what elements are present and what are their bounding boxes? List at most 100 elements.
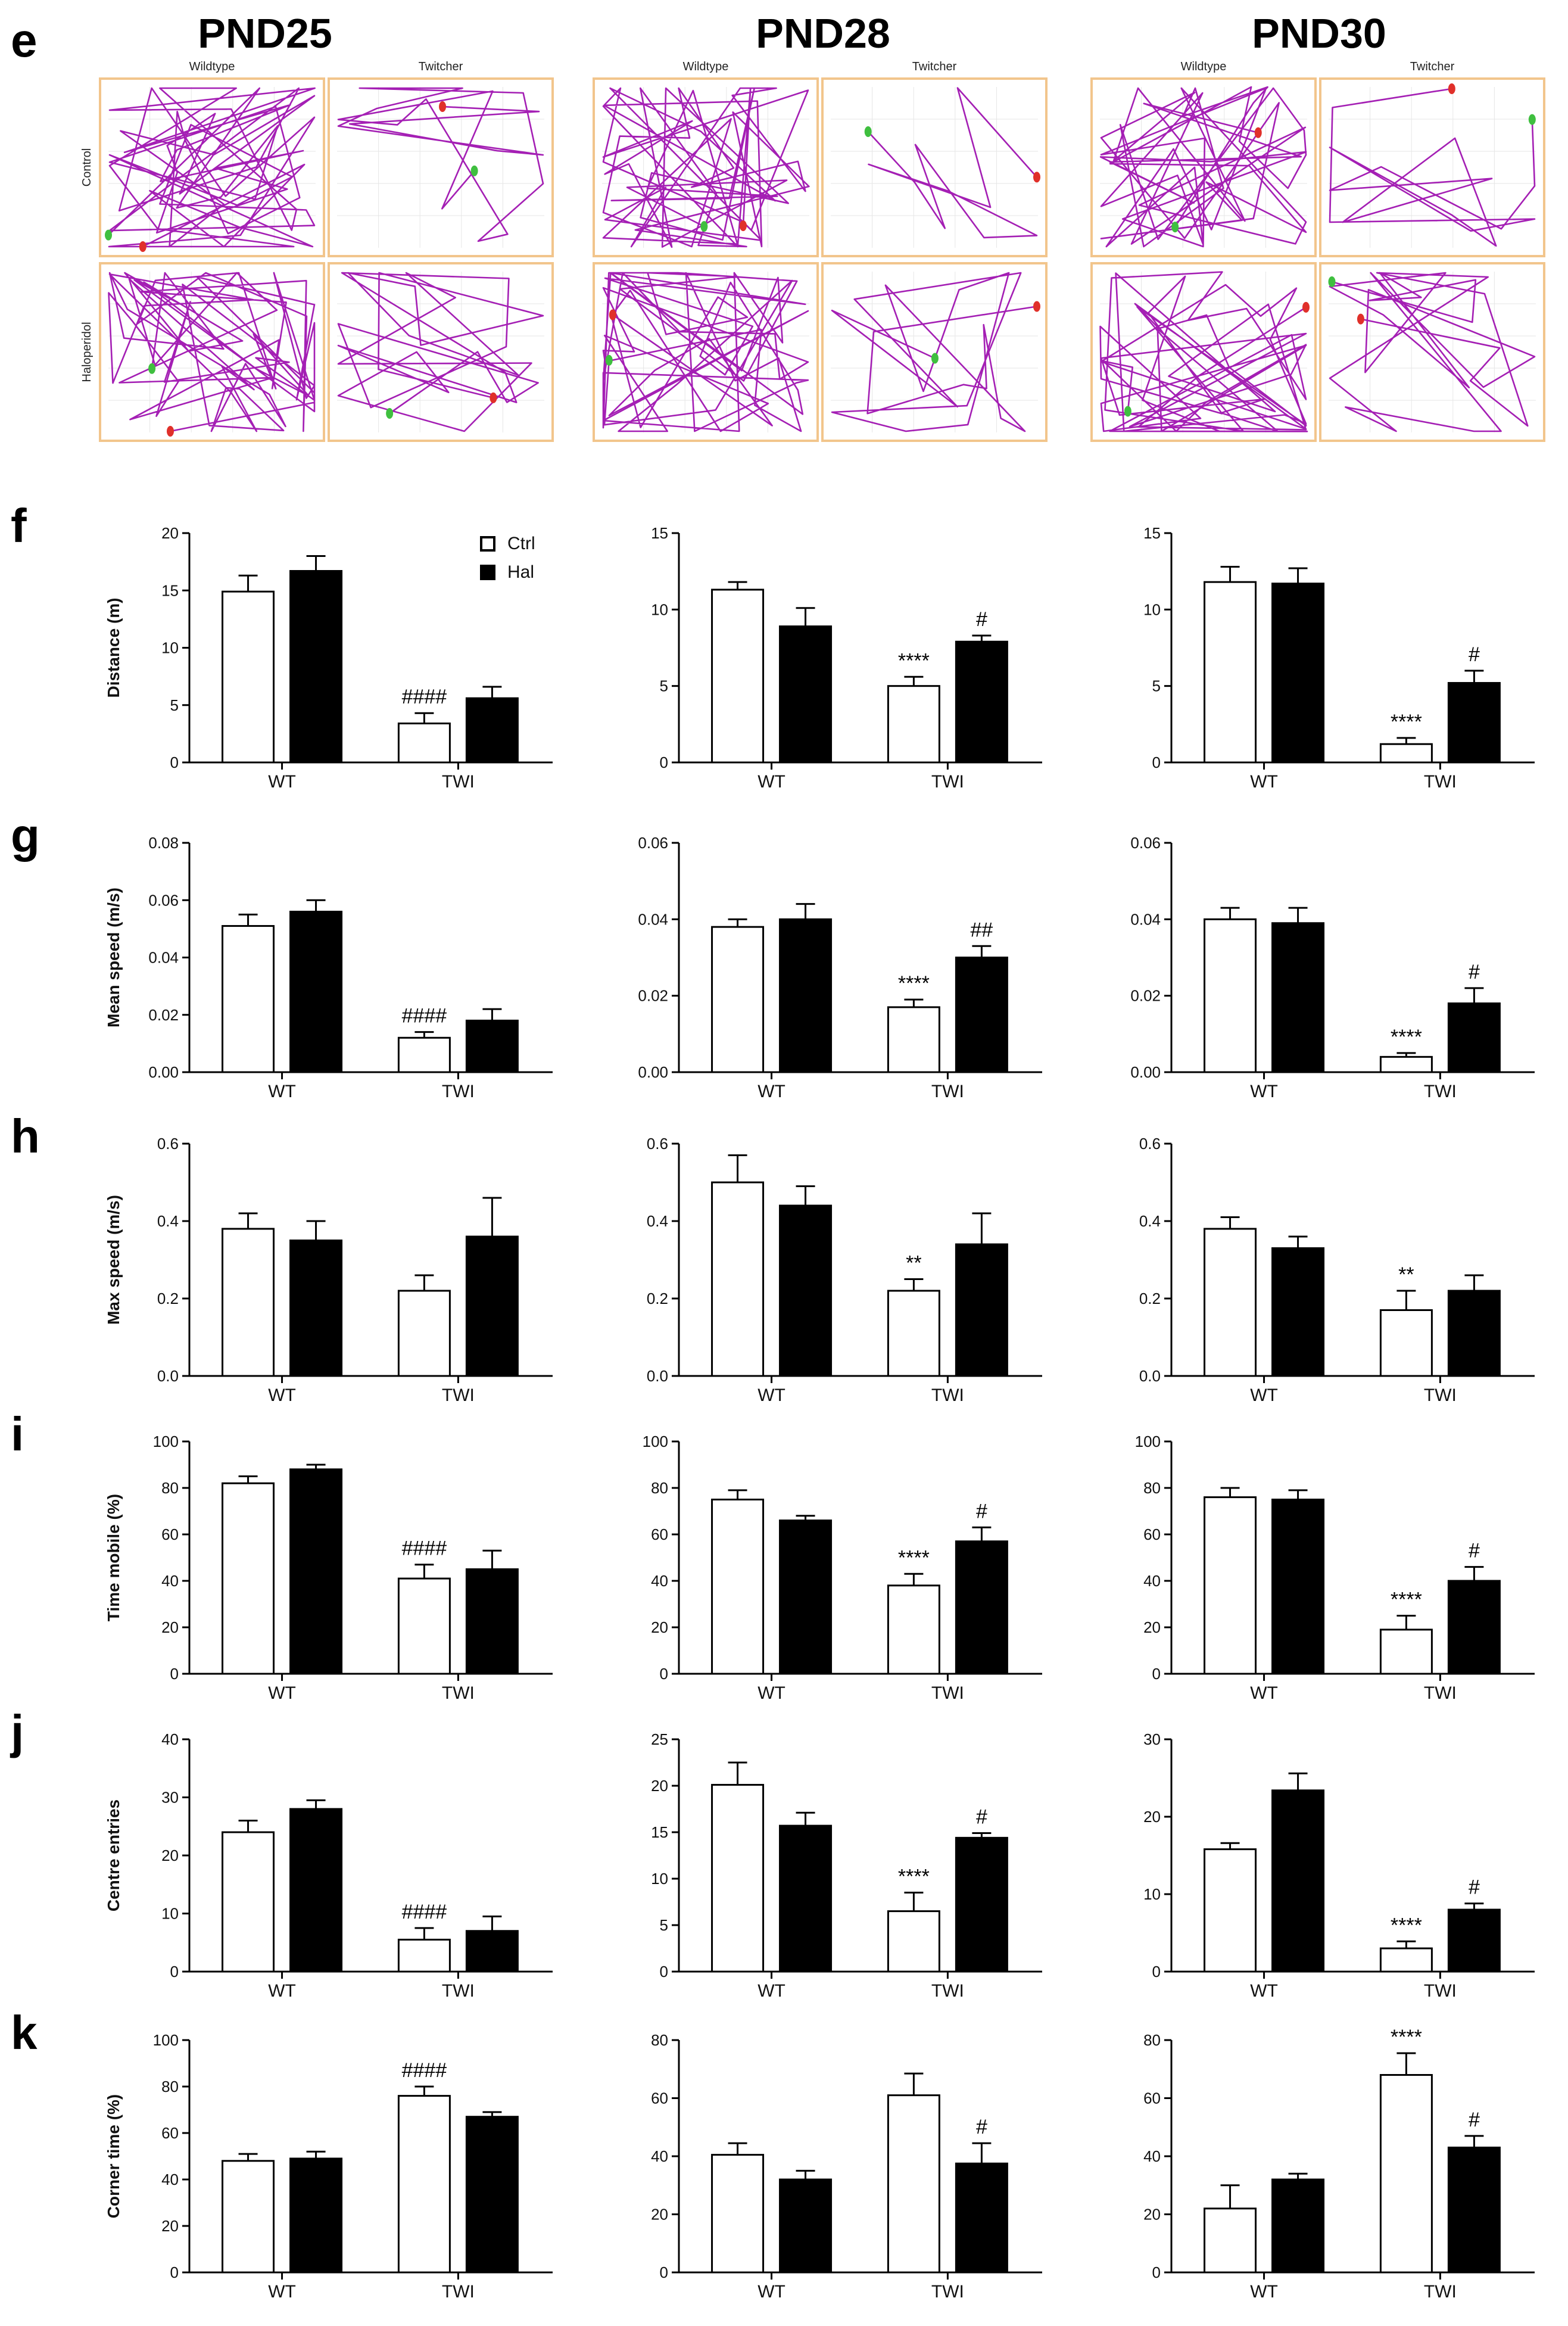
y-tick-label: 0: [170, 753, 179, 771]
significance-annotation: #: [976, 1500, 987, 1522]
bar-ctrl-wt: [711, 926, 765, 1073]
y-tick-label: 40: [651, 2147, 668, 2165]
chart-j-pnd30: 0 10 20 30 WT TWI **** #: [1143, 1730, 1535, 2001]
x-tick-label-wt: WT: [268, 1683, 296, 1703]
x-tick-label-wt: WT: [1250, 2282, 1278, 2302]
legend-swatch-hal: [480, 565, 495, 580]
y-tick-label: 0.6: [157, 1135, 179, 1153]
column-header-pnd25: PND25: [198, 10, 332, 57]
y-tick-label: 40: [1143, 2147, 1161, 2165]
y-tick-label: 10: [651, 600, 668, 618]
significance-annotation: ####: [402, 1901, 447, 1923]
y-tick-label: 15: [651, 1823, 668, 1841]
bar-hal-twi: [465, 1568, 519, 1675]
y-tick-label: 30: [1143, 1730, 1161, 1748]
bar-hal-twi: [465, 697, 519, 764]
bar-ctrl-wt: [222, 1228, 275, 1377]
bar-hal-wt: [779, 625, 833, 764]
significance-annotation: #: [1469, 2109, 1480, 2131]
track-start-marker: [470, 165, 478, 176]
y-tick-label: 80: [161, 1479, 179, 1497]
y-axis-label: Distance (m): [104, 597, 123, 698]
x-tick-label-wt: WT: [757, 1082, 785, 1101]
arena-twitcher: [1319, 262, 1545, 442]
chart-f-pnd25: f 0 5 10 15 20 Distance (m) WT TWI #### Ctrl Hal: [11, 499, 553, 792]
panel-label-e: e: [11, 14, 38, 67]
y-tick-label: 15: [651, 524, 668, 542]
track-end-marker: [1302, 301, 1310, 313]
bar-hal-twi: [955, 2162, 1008, 2274]
x-tick-label-wt: WT: [1250, 1981, 1278, 2001]
y-axis-label: Max speed (m/s): [104, 1195, 123, 1325]
y-tick-label: 0.4: [157, 1212, 179, 1230]
chart-g-pnd28: 0.00 0.02 0.04 0.06 WT TWI **** ##: [638, 834, 1042, 1101]
bar-ctrl-twi: [397, 1577, 451, 1675]
track-start-marker: [864, 126, 872, 137]
bar-hal-wt: [779, 918, 833, 1073]
arena-wildtype: [99, 262, 325, 442]
y-tick-label: 10: [1143, 1885, 1161, 1903]
bar-ctrl-wt: [711, 1499, 765, 1675]
x-tick-label-twi: TWI: [1424, 1385, 1457, 1405]
chart-i-pnd30: 0 20 40 60 80 100 WT TWI **** #: [1135, 1433, 1535, 1703]
track-end-marker: [609, 309, 616, 320]
bar-ctrl-wt: [1204, 1848, 1257, 1973]
movement-track: [337, 272, 544, 432]
legend-swatch-ctrl: [480, 536, 495, 552]
bar-hal-twi: [1447, 1908, 1501, 1973]
bar-hal-wt: [779, 1824, 833, 1973]
bar-ctrl-wt: [711, 2154, 765, 2274]
x-tick-label-twi: TWI: [931, 1981, 964, 2001]
y-tick-label: 10: [651, 1870, 668, 1888]
y-tick-label: 0: [660, 1963, 668, 1981]
arena-twitcher: [1319, 77, 1545, 257]
track-end-marker: [739, 220, 747, 231]
track-start-marker: [1328, 276, 1336, 288]
y-tick-label: 5: [170, 696, 179, 714]
y-tick-label: 20: [1143, 2206, 1161, 2224]
movement-track: [831, 272, 1037, 432]
bar-hal-wt: [1271, 2178, 1325, 2274]
x-tick-label-wt: WT: [268, 1385, 296, 1405]
y-tick-label: 10: [161, 639, 179, 657]
x-tick-label-twi: TWI: [931, 1082, 964, 1101]
y-tick-label: 0.2: [647, 1290, 668, 1307]
x-tick-label-twi: TWI: [931, 1385, 964, 1405]
genotype-label-twitcher: Twitcher: [1410, 60, 1455, 73]
arena-frame: [821, 262, 1048, 442]
bar-hal-twi: [465, 1235, 519, 1377]
x-tick-label-wt: WT: [1250, 772, 1278, 792]
y-tick-label: 60: [1143, 1525, 1161, 1543]
bar-ctrl-twi: [887, 2094, 940, 2274]
y-tick-label: 0.0: [1139, 1367, 1161, 1385]
bar-ctrl-twi: [887, 1006, 940, 1073]
significance-annotation: ****: [898, 1865, 930, 1888]
genotype-label-wildtype: Wildtype: [1181, 60, 1227, 73]
y-tick-label: 30: [161, 1789, 179, 1807]
y-tick-label: 20: [651, 2206, 668, 2224]
y-tick-label: 60: [651, 1525, 668, 1543]
y-tick-label: 0.04: [638, 910, 668, 928]
y-tick-label: 0.02: [638, 987, 668, 1005]
chart-g-pnd25: g 0.00 0.02 0.04 0.06 0.08 Mean speed (m/s) WT T…: [11, 809, 553, 1101]
x-tick-label-wt: WT: [757, 772, 785, 792]
genotype-label-twitcher: Twitcher: [912, 60, 957, 73]
panel-label-k: k: [11, 2006, 38, 2059]
y-tick-label: 0: [1152, 1963, 1161, 1981]
bar-ctrl-wt: [222, 925, 275, 1073]
y-tick-label: 0.02: [148, 1006, 179, 1024]
bar-hal-wt: [1271, 1499, 1325, 1675]
panel-label-g: g: [11, 809, 40, 862]
bar-hal-wt: [1271, 1247, 1325, 1377]
track-end-marker: [1033, 172, 1040, 183]
x-tick-label-twi: TWI: [931, 772, 964, 792]
bar-ctrl-twi: [1379, 743, 1433, 764]
arena-wildtype: [593, 262, 819, 442]
track-start-marker: [148, 363, 156, 374]
y-tick-label: 60: [1143, 2090, 1161, 2107]
x-tick-label-twi: TWI: [931, 2282, 964, 2302]
arena-wildtype: [1090, 262, 1317, 442]
x-tick-label-twi: TWI: [442, 772, 475, 792]
x-tick-label-twi: TWI: [931, 1683, 964, 1703]
